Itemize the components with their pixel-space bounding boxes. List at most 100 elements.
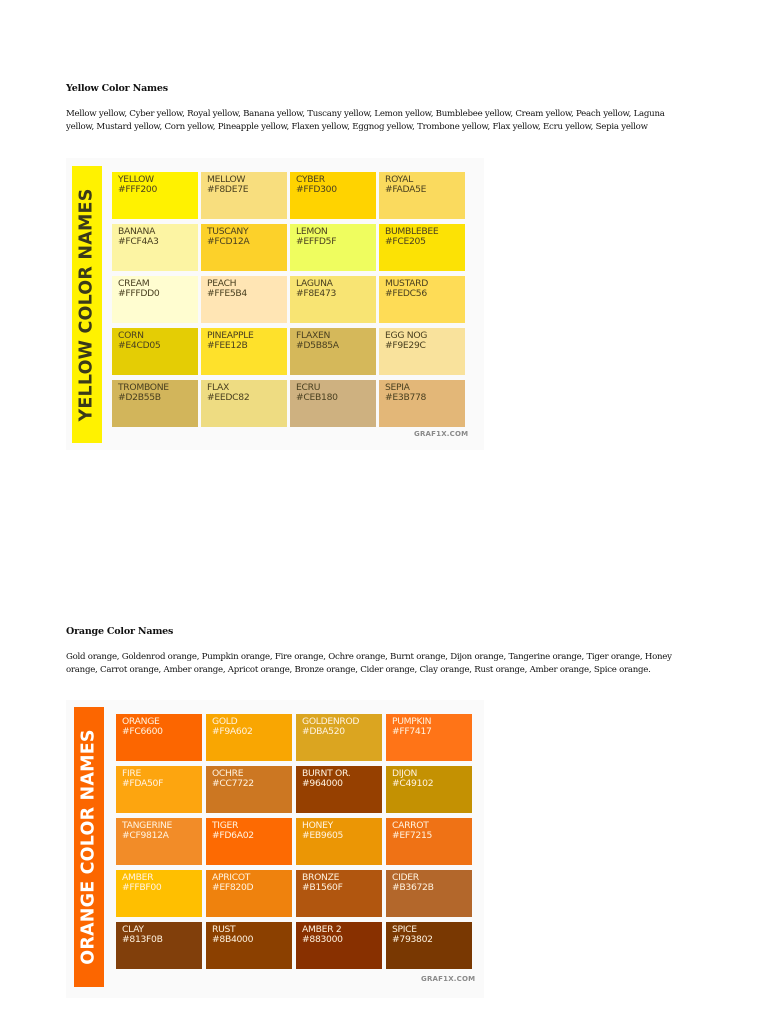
color-swatch: TIGER #FD6A02	[206, 818, 292, 865]
color-swatch: ECRU #CEB180	[290, 380, 376, 427]
swatch-name: CREAM	[118, 278, 150, 289]
color-swatch: CIDER #B3672B	[386, 870, 472, 917]
yellow-color-chart: YELLOW COLOR NAMES YELLOW #FFF200 MELLOW #F…	[66, 158, 484, 450]
color-swatch: DIJON #C49102	[386, 766, 472, 813]
swatch-hex: #CEB180	[296, 391, 338, 403]
yellow-chart-credit: GRAF1X.COM	[414, 430, 469, 438]
swatch-hex: #FFBF00	[122, 881, 162, 893]
swatch-name: BUMBLEBEE	[385, 226, 439, 237]
swatch-hex: #FD6A02	[212, 829, 254, 841]
swatch-name: CORN	[118, 330, 144, 341]
swatch-name: EGG NOG	[385, 330, 428, 341]
swatch-hex: #FFF200	[118, 183, 157, 195]
swatch-name: PEACH	[207, 278, 237, 289]
swatch-hex: #FCF4A3	[118, 235, 159, 247]
swatch-hex: #793802	[392, 933, 433, 945]
swatch-hex: #FF7417	[392, 725, 432, 737]
swatch-hex: #F9E29C	[385, 339, 426, 351]
swatch-name: BANANA	[118, 226, 156, 237]
color-swatch: AMBER 2 #883000	[296, 922, 382, 969]
yellow-banner: YELLOW COLOR NAMES	[72, 166, 102, 443]
color-swatch: CARROT #EF7215	[386, 818, 472, 865]
swatch-hex: #F8DE7E	[207, 183, 249, 195]
swatch-hex: #F8E473	[296, 287, 337, 299]
color-swatch: FLAX #EEDC82	[201, 380, 287, 427]
color-swatch: RUST #8B4000	[206, 922, 292, 969]
color-swatch: BRONZE #B1560F	[296, 870, 382, 917]
swatch-hex: #FFE5B4	[207, 287, 247, 299]
swatch-name: AMBER 2	[302, 924, 342, 935]
swatch-hex: #D2B55B	[118, 391, 161, 403]
swatch-name: CARROT	[392, 820, 429, 831]
swatch-name: PINEAPPLE	[207, 330, 254, 341]
swatch-name: APRICOT	[212, 872, 251, 883]
swatch-name: BURNT OR.	[302, 768, 351, 779]
swatch-hex: #FFFDD0	[118, 287, 160, 299]
swatch-name: TIGER	[212, 820, 239, 831]
swatch-name: RUST	[212, 924, 236, 935]
swatch-hex: #964000	[302, 777, 343, 789]
color-swatch: BURNT OR. #964000	[296, 766, 382, 813]
swatch-hex: #E4CD05	[118, 339, 161, 351]
color-swatch: YELLOW #FFF200	[112, 172, 198, 219]
color-swatch: FIRE #FDA50F	[116, 766, 202, 813]
swatch-hex: #CC7722	[212, 777, 254, 789]
swatch-name: PUMPKIN	[392, 716, 432, 727]
swatch-name: GOLD	[212, 716, 238, 727]
color-swatch: CREAM #FFFDD0	[112, 276, 198, 323]
color-swatch: SEPIA #E3B778	[379, 380, 465, 427]
swatch-name: BRONZE	[302, 872, 340, 883]
swatch-hex: #FC6600	[122, 725, 163, 737]
orange-chart-credit: GRAF1X.COM	[421, 975, 476, 983]
swatch-name: MUSTARD	[385, 278, 429, 289]
swatch-hex: #8B4000	[212, 933, 254, 945]
swatch-hex: #F9A602	[212, 725, 253, 737]
color-swatch: ROYAL #FADA5E	[379, 172, 465, 219]
orange-section-heading: Orange Color Names	[66, 626, 174, 637]
swatch-name: TUSCANY	[207, 226, 249, 237]
swatch-name: ORANGE	[122, 716, 160, 727]
orange-section-paragraph: Gold orange, Goldenrod orange, Pumpkin o…	[66, 652, 672, 675]
color-swatch: CORN #E4CD05	[112, 328, 198, 375]
color-swatch: CYBER #FFD300	[290, 172, 376, 219]
color-swatch: TANGERINE #CF9812A	[116, 818, 202, 865]
swatch-name: AMBER	[122, 872, 154, 883]
swatch-hex: #B3672B	[392, 881, 434, 893]
swatch-name: CLAY	[122, 924, 144, 935]
swatch-hex: #EB9605	[302, 829, 344, 841]
orange-banner: ORANGE COLOR NAMES	[74, 707, 104, 987]
swatch-name: FIRE	[122, 768, 141, 779]
swatch-name: ECRU	[296, 382, 321, 393]
color-swatch: OCHRE #CC7722	[206, 766, 292, 813]
color-swatch: GOLDENROD #DBA520	[296, 714, 382, 761]
swatch-hex: #FFD300	[296, 183, 337, 195]
color-swatch: FLAXEN #D5B85A	[290, 328, 376, 375]
color-swatch: PUMPKIN #FF7417	[386, 714, 472, 761]
yellow-banner-title: YELLOW COLOR NAMES	[77, 187, 97, 422]
swatch-name: TANGERINE	[122, 820, 173, 831]
yellow-section-heading: Yellow Color Names	[66, 83, 168, 94]
swatch-hex: #883000	[302, 933, 343, 945]
color-swatch: TUSCANY #FCD12A	[201, 224, 287, 271]
swatch-name: LAGUNA	[296, 278, 333, 289]
color-swatch: AMBER #FFBF00	[116, 870, 202, 917]
swatch-hex: #E3B778	[385, 391, 427, 403]
swatch-name: LEMON	[296, 226, 328, 237]
color-swatch: MELLOW #F8DE7E	[201, 172, 287, 219]
swatch-hex: #FDA50F	[122, 777, 164, 789]
swatch-hex: #B1560F	[302, 881, 343, 893]
color-swatch: SPICE #793802	[386, 922, 472, 969]
color-swatch: CLAY #813F0B	[116, 922, 202, 969]
swatch-hex: #813F0B	[122, 933, 163, 945]
swatch-name: HONEY	[302, 820, 333, 831]
color-swatch: LAGUNA #F8E473	[290, 276, 376, 323]
swatch-hex: #EFFD5F	[296, 235, 337, 247]
swatch-name: ROYAL	[385, 174, 413, 185]
swatch-name: CIDER	[392, 872, 419, 883]
orange-color-chart: ORANGE COLOR NAMES ORANGE #FC6600 GOLD #F9A…	[66, 700, 484, 998]
swatch-hex: #FCE205	[385, 235, 426, 247]
color-swatch: ORANGE #FC6600	[116, 714, 202, 761]
orange-banner-title: ORANGE COLOR NAMES	[79, 729, 100, 965]
swatch-name: OCHRE	[212, 768, 244, 779]
swatch-hex: #D5B85A	[296, 339, 339, 351]
